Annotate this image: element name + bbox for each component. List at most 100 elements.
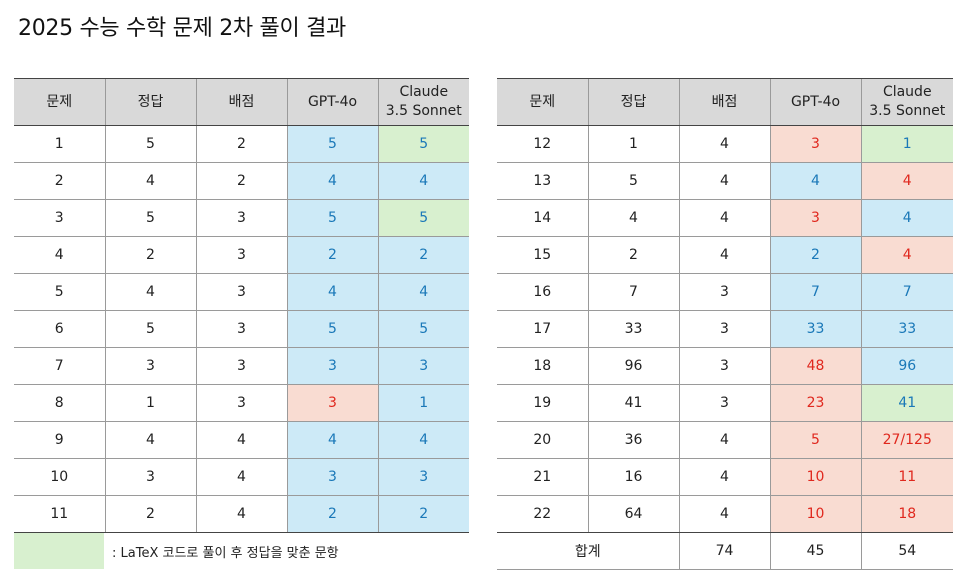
cell-answer: 2	[104, 236, 196, 274]
results-table-right: 문제 정답 배점 GPT-4o Claude 3.5 Sonnet 12 1 4 3 1…	[497, 78, 953, 570]
cell-points: 3	[195, 310, 287, 348]
cell-answer: 5	[104, 199, 196, 237]
cell-answer: 2	[104, 495, 196, 533]
cell-problem: 7	[14, 347, 105, 385]
header-gpt: GPT-4o	[769, 78, 861, 126]
cell-points: 4	[195, 495, 287, 533]
cell-problem: 3	[14, 199, 105, 237]
cell-gpt: 5	[286, 199, 378, 237]
cell-gpt: 3	[286, 347, 378, 385]
cell-claude: 2	[377, 495, 469, 533]
cell-answer: 64	[587, 495, 679, 533]
cell-points: 3	[195, 273, 287, 311]
cell-problem: 22	[497, 495, 588, 533]
cell-points: 3	[195, 236, 287, 274]
cell-points: 4	[678, 458, 770, 496]
cell-problem: 12	[497, 125, 588, 163]
cell-points: 4	[678, 199, 770, 237]
legend-swatch-latex	[14, 533, 104, 569]
cell-claude: 4	[860, 199, 953, 237]
cell-claude: 7	[860, 273, 953, 311]
cell-answer: 1	[104, 384, 196, 422]
cell-claude: 3	[377, 347, 469, 385]
cell-points: 4	[678, 125, 770, 163]
cell-points: 4	[678, 421, 770, 459]
cell-answer: 3	[104, 458, 196, 496]
cell-problem: 21	[497, 458, 588, 496]
cell-gpt: 3	[769, 199, 861, 237]
cell-problem: 2	[14, 162, 105, 200]
header-problem: 문제	[497, 78, 588, 126]
header-problem: 문제	[14, 78, 105, 126]
cell-problem: 20	[497, 421, 588, 459]
cell-claude: 5	[377, 199, 469, 237]
cell-points: 4	[678, 236, 770, 274]
total-gpt: 45	[769, 532, 861, 570]
cell-claude: 18	[860, 495, 953, 533]
cell-problem: 19	[497, 384, 588, 422]
table-row: 19 41 3 23 41	[497, 384, 953, 422]
cell-gpt: 10	[769, 458, 861, 496]
cell-answer: 33	[587, 310, 679, 348]
cell-points: 3	[195, 347, 287, 385]
table-row: 15 2 4 2 4	[497, 236, 953, 274]
header-answer: 정답	[587, 78, 679, 126]
cell-gpt: 4	[286, 421, 378, 459]
cell-claude: 5	[377, 310, 469, 348]
cell-points: 4	[678, 495, 770, 533]
cell-points: 3	[678, 384, 770, 422]
cell-answer: 36	[587, 421, 679, 459]
table-row: 22 64 4 10 18	[497, 495, 953, 533]
header-claude-line1: Claude	[399, 84, 449, 100]
cell-answer: 96	[587, 347, 679, 385]
cell-answer: 16	[587, 458, 679, 496]
cell-gpt: 4	[286, 273, 378, 311]
cell-claude: 4	[377, 421, 469, 459]
total-claude: 54	[860, 532, 953, 570]
cell-claude: 2	[377, 236, 469, 274]
cell-claude: 1	[860, 125, 953, 163]
cell-points: 3	[195, 384, 287, 422]
page-title: 2025 수능 수학 문제 2차 풀이 결과	[18, 16, 346, 41]
table-header-row: 문제 정답 배점 GPT-4o Claude 3.5 Sonnet	[14, 78, 469, 126]
cell-claude: 4	[860, 236, 953, 274]
cell-gpt: 7	[769, 273, 861, 311]
cell-problem: 9	[14, 421, 105, 459]
table-row: 13 5 4 4 4	[497, 162, 953, 200]
cell-answer: 4	[104, 421, 196, 459]
cell-claude: 33	[860, 310, 953, 348]
header-answer: 정답	[104, 78, 196, 126]
table-row: 10 3 4 3 3	[14, 458, 469, 496]
cell-claude: 4	[860, 162, 953, 200]
cell-problem: 16	[497, 273, 588, 311]
cell-problem: 11	[14, 495, 105, 533]
cell-gpt: 5	[286, 125, 378, 163]
cell-answer: 5	[104, 310, 196, 348]
cell-answer: 7	[587, 273, 679, 311]
cell-points: 4	[195, 421, 287, 459]
table-header-row: 문제 정답 배점 GPT-4o Claude 3.5 Sonnet	[497, 78, 953, 126]
header-points: 배점	[678, 78, 770, 126]
table-row: 14 4 4 3 4	[497, 199, 953, 237]
cell-claude: 27/125	[860, 421, 953, 459]
table-row: 17 33 3 33 33	[497, 310, 953, 348]
header-claude-line2: 3.5 Sonnet	[869, 103, 946, 119]
table-row: 11 2 4 2 2	[14, 495, 469, 533]
table-row: 21 16 4 10 11	[497, 458, 953, 496]
cell-gpt: 5	[286, 310, 378, 348]
cell-answer: 4	[104, 273, 196, 311]
cell-problem: 14	[497, 199, 588, 237]
cell-problem: 17	[497, 310, 588, 348]
cell-answer: 3	[104, 347, 196, 385]
cell-claude: 1	[377, 384, 469, 422]
cell-points: 3	[678, 347, 770, 385]
cell-claude: 4	[377, 273, 469, 311]
cell-gpt: 3	[286, 384, 378, 422]
